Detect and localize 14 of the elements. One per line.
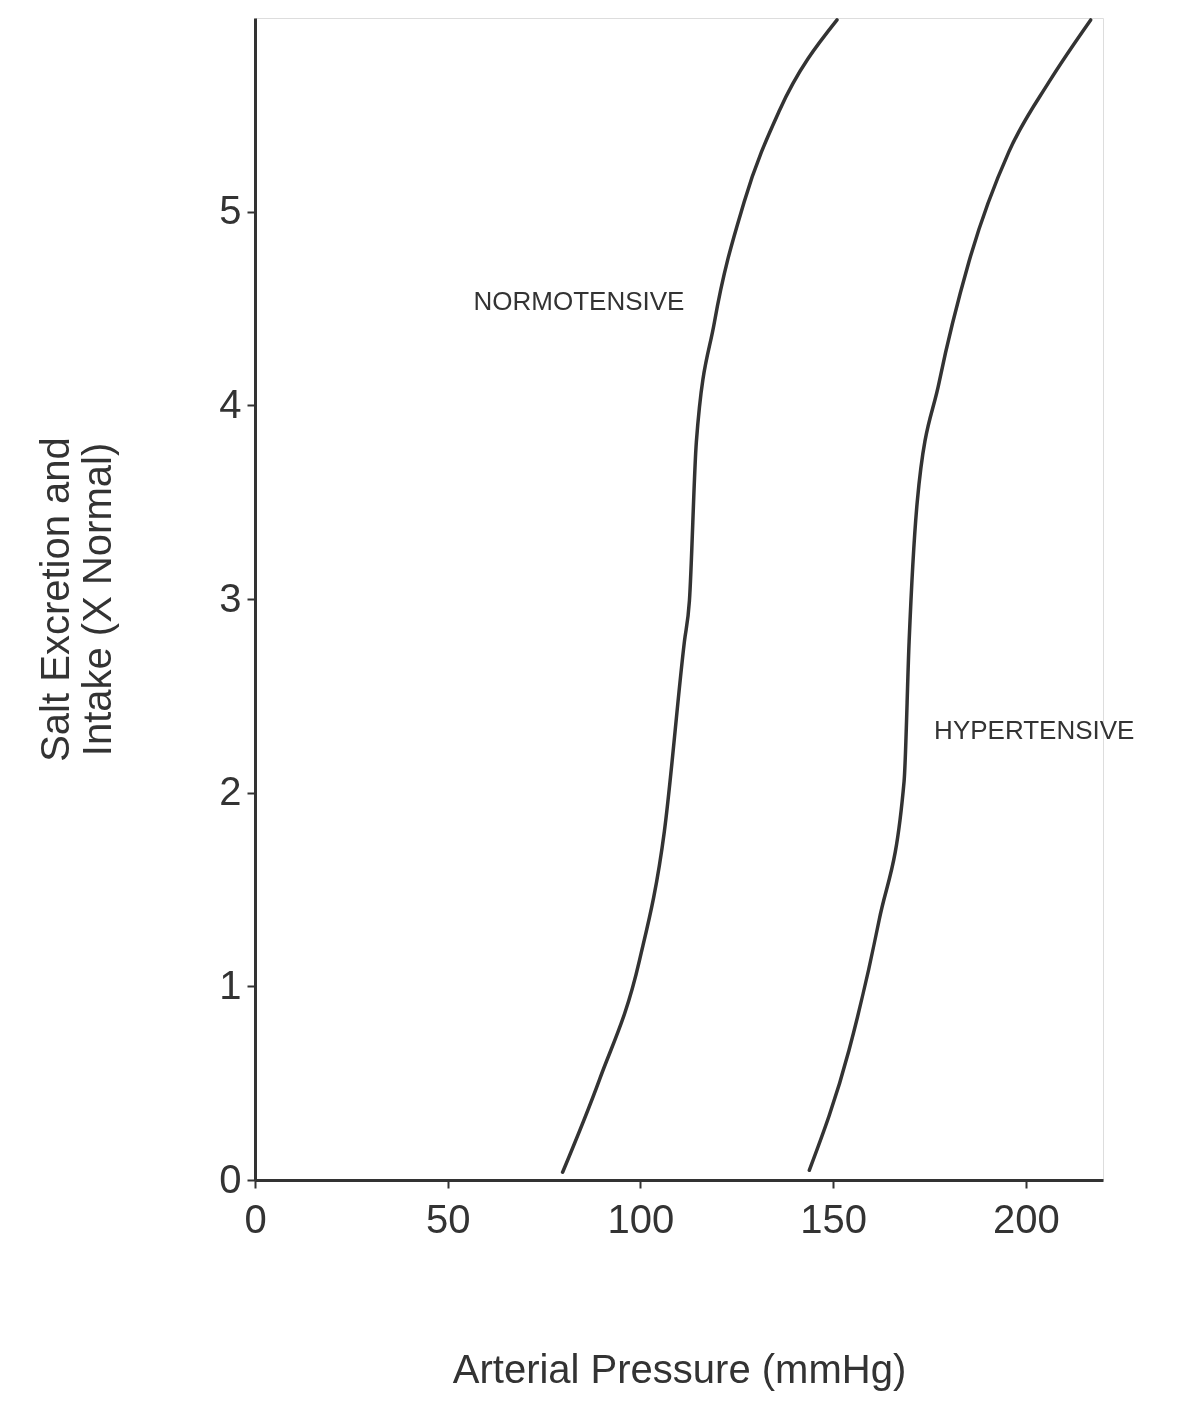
y-tick-label: 4 [219, 381, 242, 426]
x-tick-label: 200 [993, 1196, 1060, 1241]
x-tick-label: 50 [425, 1196, 471, 1241]
x-axis-title: Arterial Pressure (mmHg) [452, 1346, 907, 1391]
series-label: NORMOTENSIVE [473, 286, 685, 317]
y-tick-label: 5 [219, 188, 242, 233]
x-tick-label: 100 [607, 1196, 675, 1241]
y-tick-label: 1 [219, 962, 242, 1007]
y-tick-label: 0 [219, 1156, 242, 1201]
x-tick-label: 150 [800, 1196, 868, 1241]
y-axis-title: Salt Excretion and Intake (X Normal) [33, 437, 120, 762]
y-tick-label: 3 [219, 575, 242, 620]
y-tick-label: 2 [219, 769, 242, 814]
series-label: HYPERTENSIVE [934, 715, 1135, 746]
